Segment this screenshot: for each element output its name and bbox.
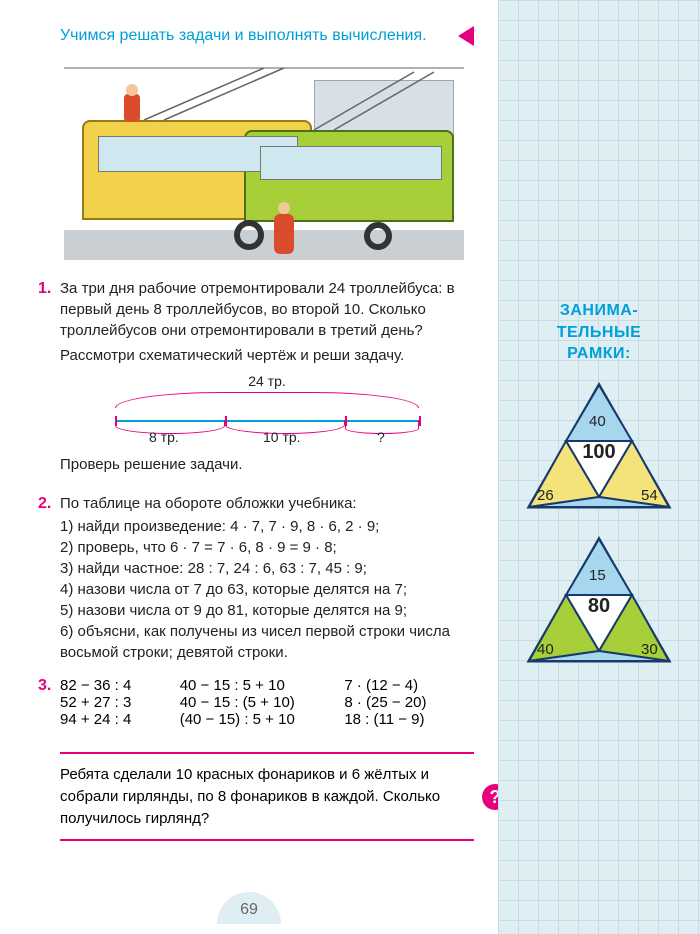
side-column: ЗАНИМА- ТЕЛЬНЫЕ РАМКИ: 40 100 26 54 <box>498 0 700 934</box>
table-row: 52 + 27 : 3 40 − 15 : (5 + 10) 8 · (25 −… <box>60 694 474 711</box>
expr: 40 − 15 : 5 + 10 <box>180 677 345 694</box>
diagram-b3: ? <box>377 428 385 448</box>
header-text: Учимся решать задачи и выполнять вычисле… <box>60 27 427 45</box>
footer-task: Ребята сделали 10 красных фонариков и 6 … <box>60 752 474 841</box>
expr: 82 − 36 : 4 <box>60 677 180 694</box>
task1-check: Проверь решение задачи. <box>60 454 474 475</box>
bar-diagram: 24 тр. 8 тр. 10 тр. ? <box>97 372 437 450</box>
diagram-b2: 10 тр. <box>263 428 301 448</box>
tri2-top: 15 <box>589 567 606 584</box>
arrow-icon <box>458 26 474 46</box>
tri2-right: 30 <box>641 641 658 658</box>
task2-line: 2) проверь, что 6 · 7 = 7 · 6, 8 · 9 = 9… <box>60 537 474 558</box>
task-number: 3. <box>38 677 51 695</box>
task2-line: 3) найди частное: 28 : 7, 24 : 6, 63 : 7… <box>60 558 474 579</box>
task2-line: 5) назови числа от 9 до 81, которые деля… <box>60 600 474 621</box>
task1-sub: Рассмотри схематический чертёж и реши за… <box>60 345 474 366</box>
triangle-puzzle-2: 15 80 40 30 <box>519 533 679 673</box>
side-title: ЗАНИМА- ТЕЛЬНЫЕ РАМКИ: <box>498 300 700 365</box>
tri1-right: 54 <box>641 487 658 504</box>
expr: 8 · (25 − 20) <box>344 694 474 711</box>
expr: 18 : (11 − 9) <box>344 711 474 728</box>
main-column: Учимся решать задачи и выполнять вычисле… <box>0 0 498 934</box>
task1-text: За три дня рабочие отремонтировали 24 тр… <box>60 278 474 341</box>
task-number: 2. <box>38 493 51 515</box>
expr: 94 + 24 : 4 <box>60 711 180 728</box>
expr: 40 − 15 : (5 + 10) <box>180 694 345 711</box>
task-3: 3. 82 − 36 : 4 40 − 15 : 5 + 10 7 · (12 … <box>60 677 474 728</box>
tri1-center: 100 <box>582 441 615 464</box>
diagram-top: 24 тр. <box>97 372 437 392</box>
task-2: 2. По таблице на обороте обложки учебник… <box>60 493 474 663</box>
footer-text: Ребята сделали 10 красных фонариков и 6 … <box>60 766 440 827</box>
table-row: 82 − 36 : 4 40 − 15 : 5 + 10 7 · (12 − 4… <box>60 677 474 694</box>
task2-line: 6) объясни, как получены из чисел первой… <box>60 621 474 663</box>
section-header: Учимся решать задачи и выполнять вычисле… <box>60 26 474 46</box>
diagram-b1: 8 тр. <box>149 428 179 448</box>
task-1: 1. За три дня рабочие отремонтировали 24… <box>60 278 474 475</box>
task2-line: 4) назови числа от 7 до 63, которые деля… <box>60 579 474 600</box>
expr: 7 · (12 − 4) <box>344 677 474 694</box>
table-row: 94 + 24 : 4 (40 − 15) : 5 + 10 18 : (11 … <box>60 711 474 728</box>
trolleybus-illustration <box>64 60 464 260</box>
expr: 52 + 27 : 3 <box>60 694 180 711</box>
triangle-puzzle-1: 40 100 26 54 <box>519 379 679 519</box>
page-number: 69 <box>217 892 281 924</box>
tri2-center: 80 <box>588 595 610 618</box>
tri1-top: 40 <box>589 413 606 430</box>
task-number: 1. <box>38 278 51 300</box>
tri2-left: 40 <box>537 641 554 658</box>
task2-intro: По таблице на обороте обложки учебника: <box>60 493 474 514</box>
tri1-left: 26 <box>537 487 554 504</box>
task2-line: 1) найди произведение: 4 · 7, 7 · 9, 8 ·… <box>60 516 474 537</box>
expr: (40 − 15) : 5 + 10 <box>180 711 345 728</box>
